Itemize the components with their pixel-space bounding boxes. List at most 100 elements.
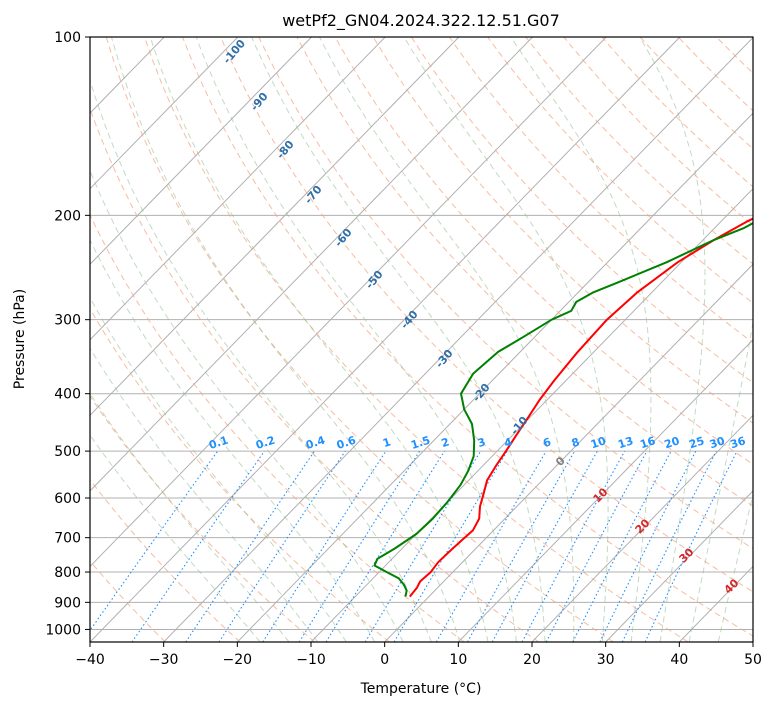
dewpoint-profile-line [373,222,753,597]
dry-adiabat-line [258,37,753,550]
x-tick-label: 30 [597,652,615,668]
x-tick-label: 0 [380,652,389,668]
dry-adiabat-line [410,37,753,384]
mixing-ratio-line [521,450,626,642]
mixing-ratio-line [491,450,598,642]
isotherm-line [236,112,753,642]
mixing-ratio-line [131,450,265,642]
moist-adiabat-line [195,37,517,642]
mixing-ratio-label: 2 [440,435,451,450]
y-axis-label: Pressure (hPa) [12,289,28,389]
isotherm-line [90,37,239,190]
mixing-ratio-line [467,450,576,642]
mixing-ratio-label: 30 [708,434,727,451]
dry-adiabat-line [296,37,753,507]
dry-adiabat-line [755,37,775,642]
mixing-ratio-label: 6 [541,435,553,450]
y-tick-label: 800 [54,565,81,581]
isotherm-line [90,37,460,417]
mixing-ratio-label: 1.5 [409,434,432,452]
x-tick-label: 10 [449,652,467,668]
dry-adiabat-line [448,37,753,344]
mixing-ratio-label: 13 [616,434,635,451]
x-axis: −40 −30 −20 −10 0 10 20 30 40 50 [75,642,762,668]
moist-adiabat-line [510,37,652,642]
mixing-ratio-line [90,450,219,632]
mixing-ratio-line [185,450,315,642]
moist-adiabat-line [90,296,347,642]
isotherm-line [90,37,681,642]
dry-adiabat-line [220,37,753,593]
mixing-ratio-line [262,450,387,642]
y-tick-label: 500 [54,444,81,460]
x-tick-label: 50 [744,652,762,668]
moist-adiabat-line [90,347,319,642]
mixing-ratio-label: 20 [663,434,682,451]
mixing-ratio-label: 3 [476,435,487,450]
isotherm-line [384,263,753,642]
moist-adiabat-line [403,37,609,642]
moist-adiabat-line [90,434,261,642]
y-tick-label: 1000 [45,622,81,638]
x-tick-label: −10 [296,652,326,668]
mixing-ratio-label: 1 [381,435,392,450]
x-tick-label: −40 [75,652,105,668]
moist-adiabat-line [90,78,432,642]
y-tick-label: 200 [54,208,81,224]
temperature-profile-line [409,217,753,598]
x-tick-label: 40 [670,652,688,668]
moist-adiabat-line [639,37,706,642]
dry-adiabat-line [143,37,689,642]
y-tick-label: 300 [54,313,81,329]
moist-adiabat-line [688,320,753,642]
mixing-ratio-line [218,450,346,642]
moist-adiabat-line [251,37,546,642]
moist-adiabat-line [717,493,753,642]
dry-adiabat-line [182,37,753,637]
plot-frame [89,36,754,643]
mixing-ratio-label: 0.1 [207,434,230,452]
mixing-ratio-label: 4 [503,435,515,450]
mixing-ratio-label: 8 [570,435,581,450]
isotherm-line [90,37,312,265]
moist-adiabat-line [90,169,404,642]
y-tick-label: 900 [54,595,81,611]
isotherm-line [310,187,753,642]
mixing-ratio-label: 25 [687,434,706,451]
y-axis: 100 200 300 400 500 600 700 800 900 1000 [45,30,90,638]
x-axis-label: Temperature (°C) [360,681,482,697]
mixing-ratio-line [298,450,421,642]
mixing-ratio-label: 16 [638,434,657,451]
x-tick-label: −30 [149,652,179,668]
moist-adiabat-line [90,238,376,642]
isotherm-line [752,641,753,642]
y-tick-label: 400 [54,387,81,403]
y-tick-label: 100 [54,30,81,46]
mixing-ratio-line [599,450,697,642]
mixing-ratio-line [621,450,717,642]
mixing-ratio-label: 36 [729,434,748,451]
isotherm-line [163,37,753,642]
mixing-ratio-line [325,450,445,642]
moist-adiabat-line [149,37,489,642]
plot-background [90,37,753,642]
isotherm-line [90,37,607,568]
moist-adiabat-line [90,392,290,642]
x-tick-label: −20 [223,652,253,668]
dry-adiabat-line [105,37,614,642]
chart-title: wetPf2_GN04.2024.322.12.51.G07 [282,11,560,31]
mixing-ratio-label: 0.4 [304,433,327,451]
isotherm-line [605,490,753,642]
mixing-ratio-label: 0.6 [335,433,358,451]
moist-adiabat-line [319,37,575,642]
dry-adiabat-line [90,107,540,642]
isotherm-line [90,37,533,492]
y-tick-label: 600 [54,491,81,507]
dry-adiabat-line [487,37,753,304]
mixing-ratio-label: 10 [589,434,608,451]
isotherm-line [457,339,753,642]
mixing-ratio-label: 0.2 [254,434,277,452]
profile-lines [373,217,753,598]
moist-adiabat-line [111,37,461,642]
